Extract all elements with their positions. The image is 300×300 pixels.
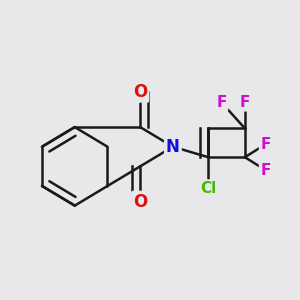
Text: O: O (133, 193, 147, 211)
Text: F: F (216, 95, 226, 110)
Text: F: F (240, 95, 250, 110)
Text: F: F (261, 163, 271, 178)
Text: O: O (133, 83, 147, 101)
Text: Cl: Cl (200, 181, 216, 196)
Text: N: N (166, 138, 180, 156)
Text: F: F (261, 136, 271, 152)
